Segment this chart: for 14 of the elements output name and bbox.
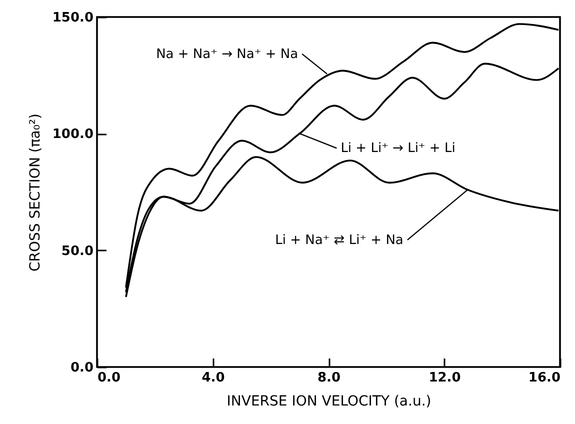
x-axis-title: INVERSE ION VELOCITY (a.u.) (226, 394, 432, 410)
x-tick-label: 0.0 (98, 370, 121, 386)
x-tick-label: 4.0 (202, 370, 225, 386)
y-tick-label: 50.0 (61, 244, 94, 259)
y-tick-label: 100.0 (52, 127, 94, 142)
y-tick-label: 150.0 (52, 10, 94, 26)
y-axis-title: CROSS SECTION (πa₀²) (27, 113, 44, 272)
annotation: Na + Na⁺ → Na⁺ + Na (156, 46, 298, 62)
annotation: Li + Li⁺ → Li⁺ + Li (340, 141, 456, 156)
annotation: Li + Na⁺ ⇄ Li⁺ + Na (275, 232, 404, 248)
x-tick-label: 16.0 (528, 370, 560, 386)
x-tick-label: 12.0 (428, 370, 461, 386)
x-tick-label: 8.0 (317, 370, 341, 386)
y-tick-label: 0.0 (70, 360, 94, 376)
